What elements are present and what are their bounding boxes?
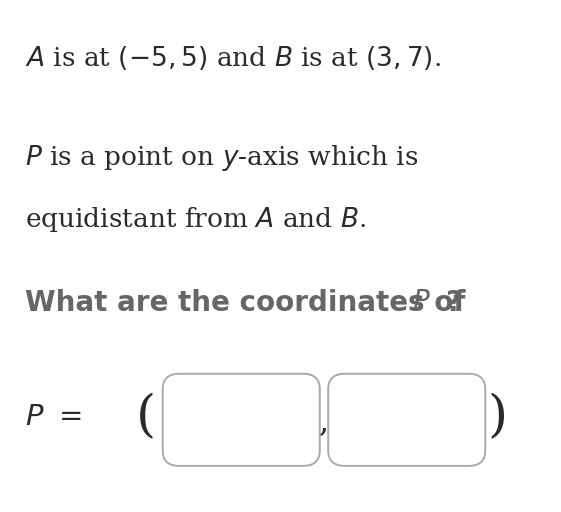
Text: $\mathit{P}$: $\mathit{P}$	[25, 403, 45, 431]
FancyBboxPatch shape	[328, 374, 485, 466]
FancyBboxPatch shape	[163, 374, 320, 466]
Text: (: (	[136, 393, 156, 442]
Text: =: =	[59, 403, 84, 431]
Text: ?: ?	[445, 289, 461, 317]
Text: $\mathit{A}$ is at $(-5, 5)$ and $\mathit{B}$ is at $(3, 7)$.: $\mathit{A}$ is at $(-5, 5)$ and $\mathi…	[25, 44, 442, 72]
Text: ): )	[487, 393, 507, 442]
Text: $\mathit{P}$ is a point on $\mathit{y}$-axis which is: $\mathit{P}$ is a point on $\mathit{y}$-…	[25, 143, 419, 174]
Text: $\mathit{P}$: $\mathit{P}$	[412, 289, 431, 316]
Text: What are the coordinates of: What are the coordinates of	[25, 289, 475, 317]
Text: ,: ,	[319, 407, 329, 438]
Text: equidistant from $\mathit{A}$ and $\mathit{B}$.: equidistant from $\mathit{A}$ and $\math…	[25, 205, 366, 234]
